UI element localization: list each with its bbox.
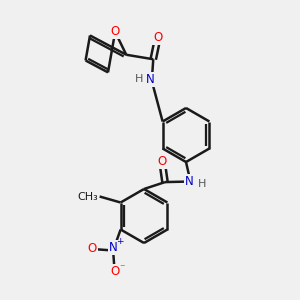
Text: O: O bbox=[88, 242, 97, 256]
Text: H: H bbox=[198, 179, 206, 189]
Text: N: N bbox=[146, 73, 154, 86]
Text: +: + bbox=[116, 237, 124, 246]
Text: O: O bbox=[110, 265, 119, 278]
Text: N: N bbox=[109, 241, 118, 254]
Text: O: O bbox=[110, 26, 120, 38]
Text: CH₃: CH₃ bbox=[77, 191, 98, 202]
Text: N: N bbox=[184, 175, 194, 188]
Text: O: O bbox=[158, 154, 166, 168]
Text: H: H bbox=[135, 74, 143, 84]
Text: ⁻: ⁻ bbox=[119, 263, 125, 274]
Text: O: O bbox=[153, 31, 162, 44]
